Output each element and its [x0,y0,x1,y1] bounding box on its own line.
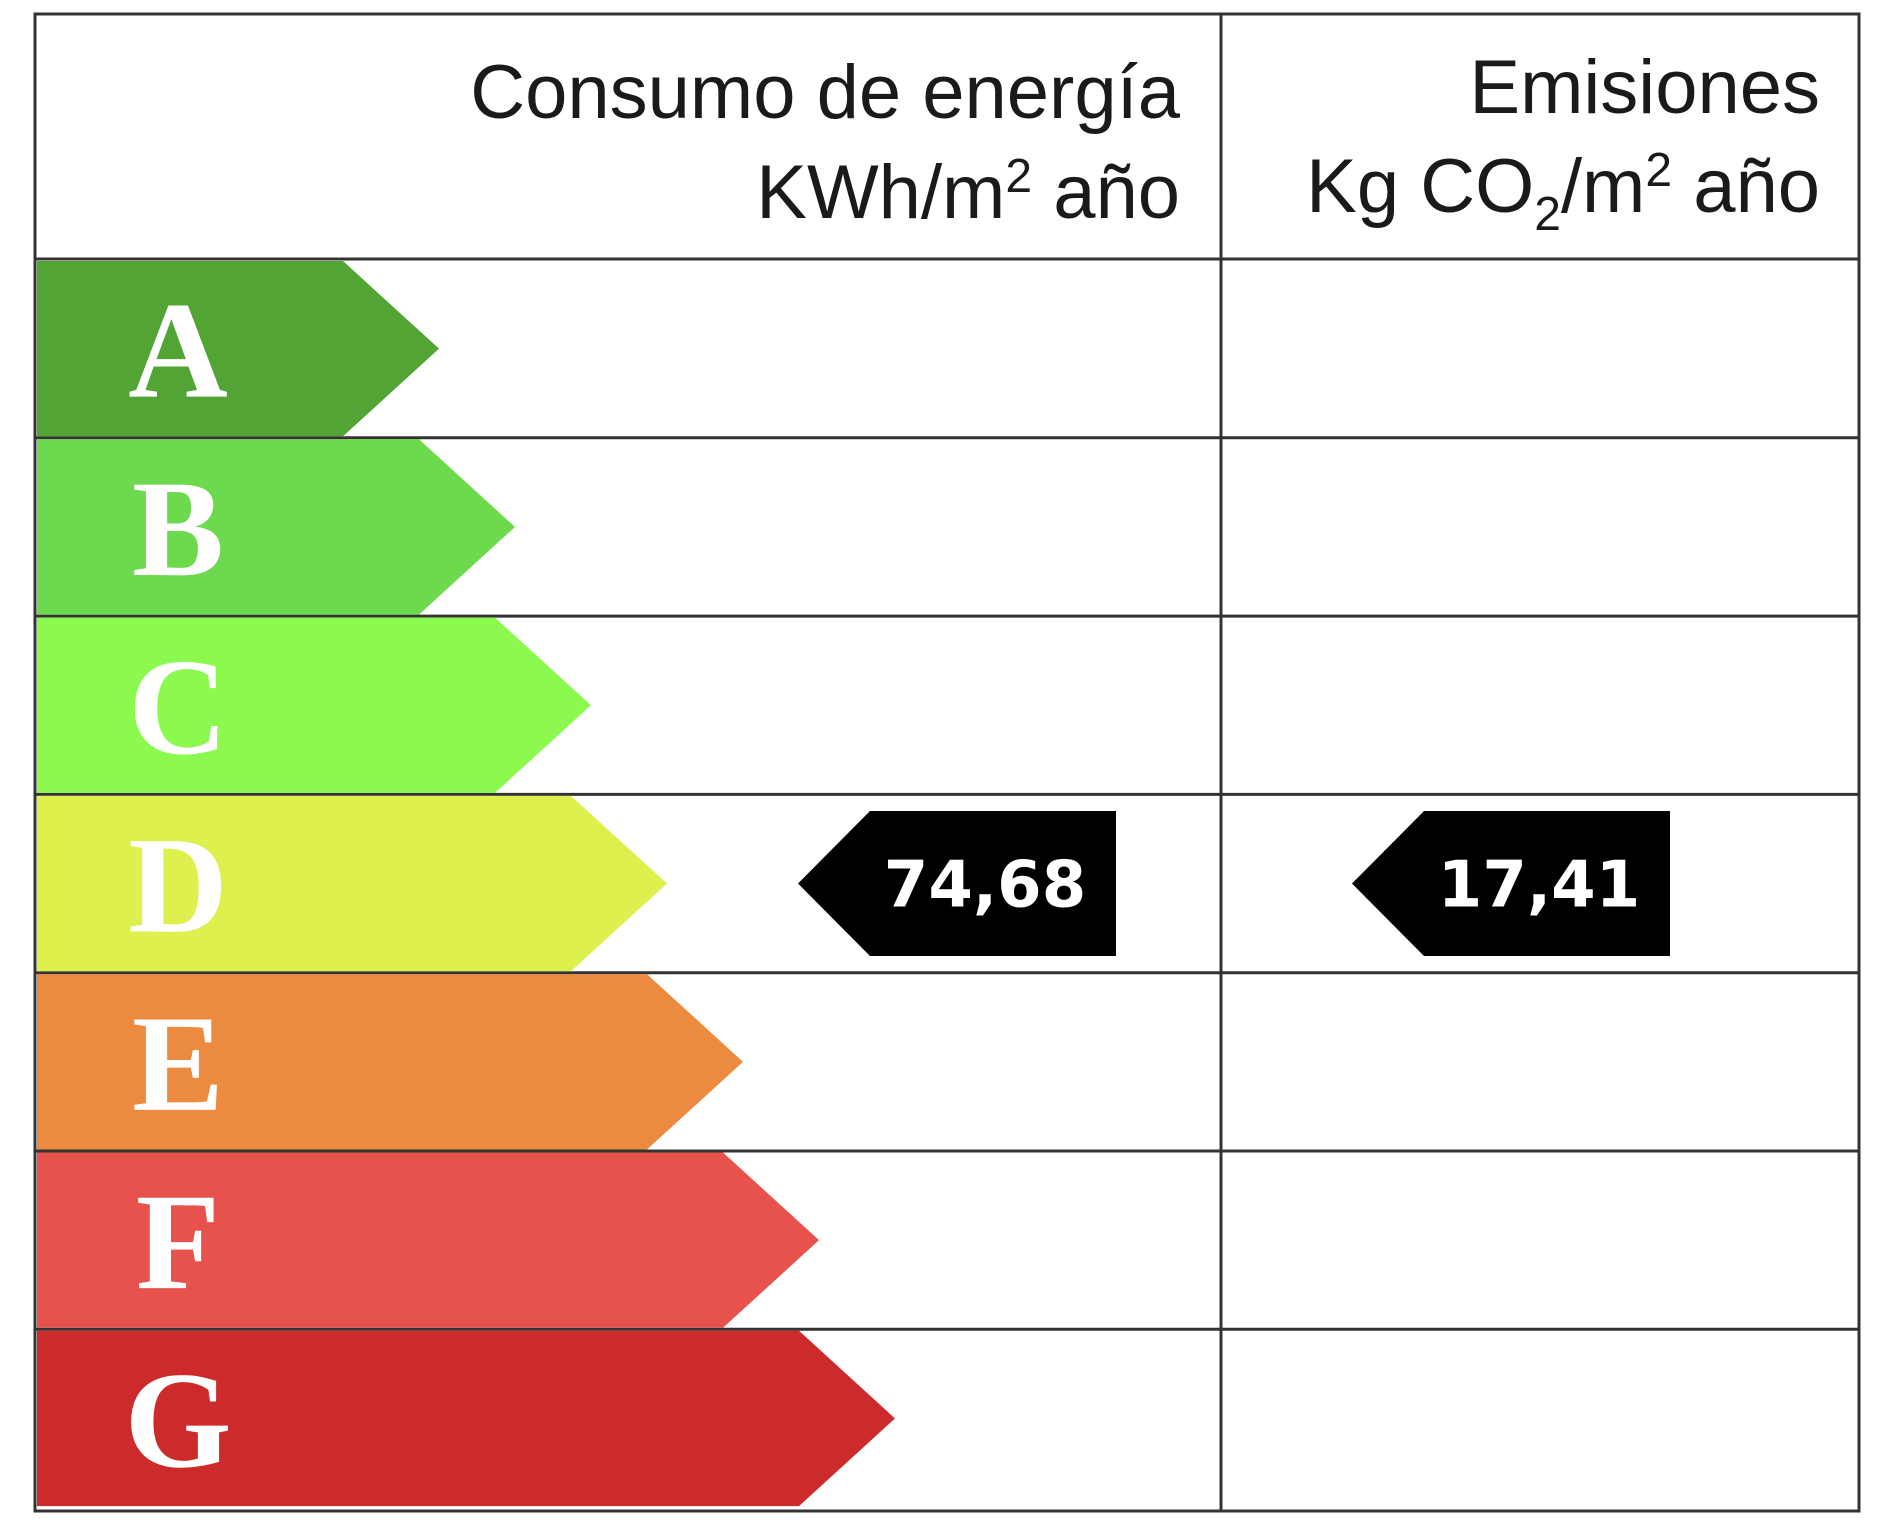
emissions-title: Emisiones [1469,45,1820,130]
emissions-indicator: 17,41 [1352,811,1670,957]
emissions-unit: Kg CO2/m2 año [1306,144,1820,241]
rating-arrow-f: F [37,1152,819,1328]
rating-letter: F [136,1165,220,1318]
rating-letter: D [128,809,228,962]
table-grid [33,12,1861,1513]
rating-arrow-g: G [37,1330,895,1507]
rating-letter: G [124,1343,231,1496]
rating-arrow-shape [37,795,667,972]
row-dividers [35,436,1859,1331]
emissions-value: 17,41 [1438,849,1640,923]
energy-title: Consumo de energía [470,50,1181,135]
rating-arrow-shape [37,439,515,615]
energy-indicator: 74,68 [798,811,1116,957]
rating-arrow-b: B [37,439,515,615]
emissions-value-tag [1352,811,1670,957]
energy-unit: KWh/m2 año [756,150,1180,235]
table-border [33,12,1861,1513]
energy-value-tag [798,811,1116,957]
header: Consumo de energía KWh/m2 año Emisiones … [470,45,1820,241]
rating-arrow-shape [37,1330,895,1507]
rating-arrow-shape [37,1152,819,1328]
rating-arrow-e: E [37,974,743,1150]
rating-arrow-d: D [37,795,667,972]
rating-letter: A [128,274,228,427]
rating-letter: C [128,630,228,783]
rating-arrow-shape [37,617,591,793]
rating-letter: B [132,452,224,605]
rating-arrow-shape [37,261,439,437]
energy-value: 74,68 [884,849,1086,923]
rating-letter: E [132,987,224,1140]
rating-arrow-a: A [37,261,439,437]
rating-arrow-shape [37,974,743,1150]
rating-arrow-c: C [37,617,591,793]
